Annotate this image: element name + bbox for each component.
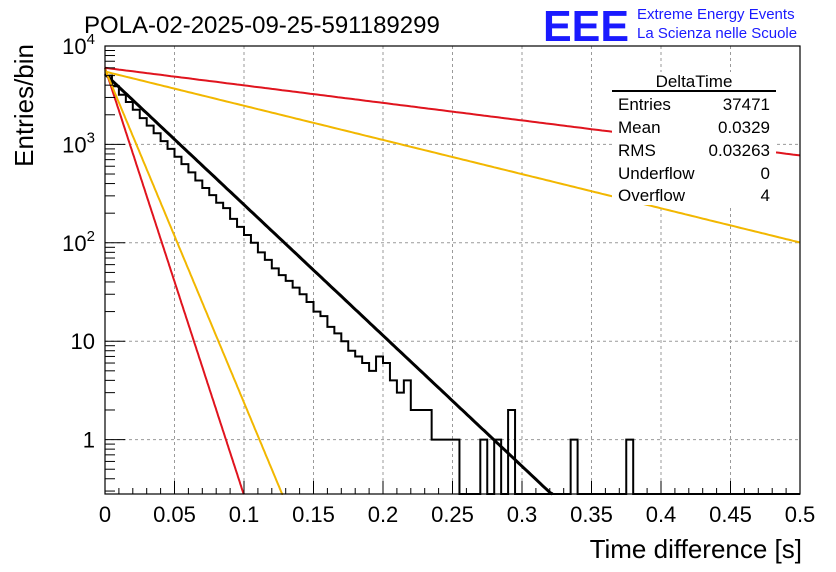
x-tick-label: 0.45 bbox=[709, 502, 752, 527]
histogram-deltatime bbox=[105, 74, 800, 495]
x-tick-label: 0.05 bbox=[153, 502, 196, 527]
x-tick-label: 0.25 bbox=[431, 502, 474, 527]
stats-entries-value: 37471 bbox=[723, 95, 770, 114]
stats-rms-label: RMS bbox=[618, 141, 656, 160]
stats-box: DeltaTime Entries 37471 Mean 0.0329 RMS … bbox=[612, 72, 776, 205]
y-tick-label: 103 bbox=[62, 129, 95, 157]
stats-mean-label: Mean bbox=[618, 118, 661, 137]
y-tick-label: 104 bbox=[62, 31, 95, 59]
y-tick-label: 1 bbox=[83, 428, 95, 453]
x-tick-label: 0.35 bbox=[570, 502, 613, 527]
x-axis-label: Time difference [s] bbox=[590, 534, 802, 564]
axis-tick-labels: 0 0.05 0.1 0.15 0.2 0.25 0.3 0.35 0.4 0.45 0.5 1 10 1… bbox=[62, 31, 815, 527]
axis-ticks bbox=[104, 45, 801, 494]
chart-title: POLA-02-2025-09-25-591189299 bbox=[84, 12, 440, 39]
y-tick-label: 10 bbox=[71, 329, 95, 354]
stats-mean-value: 0.0329 bbox=[718, 118, 770, 137]
x-tick-label: 0.4 bbox=[646, 502, 677, 527]
y-axis-label: Entries/bin bbox=[9, 44, 39, 167]
stats-box-background bbox=[612, 72, 776, 205]
red-steep-fit bbox=[104, 67, 245, 495]
orange-shallow-fit bbox=[104, 70, 801, 244]
stats-entries-label: Entries bbox=[618, 95, 671, 114]
stats-underflow-label: Underflow bbox=[618, 164, 695, 183]
x-tick-label: 0.1 bbox=[229, 502, 260, 527]
logo-mark: EEE bbox=[543, 2, 629, 51]
x-tick-label: 0.5 bbox=[785, 502, 816, 527]
stats-overflow-value: 4 bbox=[761, 186, 770, 205]
stats-overflow-label: Overflow bbox=[618, 186, 686, 205]
stats-rms-value: 0.03263 bbox=[709, 141, 770, 160]
data-series bbox=[103, 66, 801, 496]
x-tick-label: 0.2 bbox=[368, 502, 399, 527]
stats-box-title: DeltaTime bbox=[656, 72, 733, 91]
black-fit bbox=[103, 72, 554, 496]
x-tick-label: 0.15 bbox=[292, 502, 335, 527]
x-tick-label: 0 bbox=[99, 502, 111, 527]
orange-steep-fit bbox=[104, 68, 284, 495]
logo-line2: La Scienza nelle Scuole bbox=[637, 25, 797, 42]
y-tick-label: 102 bbox=[62, 228, 95, 256]
logo-line1: Extreme Energy Events bbox=[637, 6, 795, 23]
x-tick-label: 0.3 bbox=[507, 502, 538, 527]
stats-underflow-value: 0 bbox=[761, 164, 770, 183]
